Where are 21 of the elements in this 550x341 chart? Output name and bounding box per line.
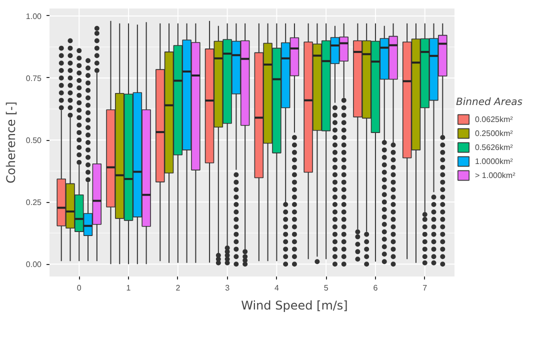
x-tick-label: 6: [373, 284, 378, 292]
legend-title: Binned Areas: [456, 97, 522, 108]
x-tick-label: 3: [225, 284, 230, 292]
y-axis-title: Coherence [-]: [4, 102, 18, 184]
x-tick-label: 5: [324, 284, 329, 292]
y-tick-label: 0.75: [26, 74, 42, 83]
y-tick-label: 1.00: [26, 12, 42, 21]
y-tick-label: 0.25: [26, 198, 42, 208]
legend-label: > 1.000km²: [475, 170, 516, 180]
legend-label: 0.5626km²: [475, 142, 513, 152]
x-axis-title: Wind Speed [m/s]: [241, 298, 348, 312]
x-tick-label: 2: [176, 284, 181, 292]
x-tick-label: 0: [76, 284, 82, 292]
legend-label: 0.0625km²: [475, 114, 513, 124]
x-tick-label: 7: [422, 284, 428, 292]
legend-label: 0.2500km²: [475, 128, 513, 138]
y-tick-label: 0.00: [26, 260, 42, 270]
legend-label: 1.0000km²: [475, 156, 513, 166]
y-tick-label: 0.50: [26, 136, 42, 146]
x-tick-label: 1: [126, 284, 132, 292]
x-tick-label: 4: [274, 284, 280, 292]
